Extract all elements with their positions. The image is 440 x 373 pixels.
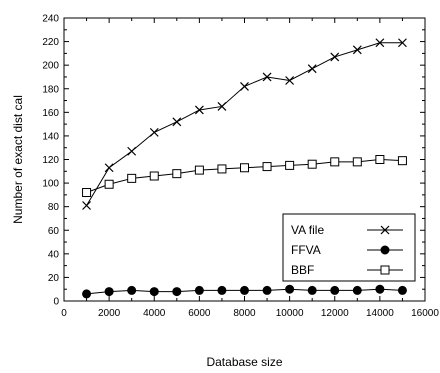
data-point <box>262 285 272 295</box>
x-tick-label: 8000 <box>233 308 256 319</box>
legend-marker <box>380 225 390 235</box>
data-point <box>104 163 114 173</box>
y-tick-label: 40 <box>48 249 60 260</box>
data-point <box>217 164 227 174</box>
data-point <box>375 155 385 164</box>
data-point <box>82 289 92 299</box>
data-point <box>172 117 182 127</box>
data-point <box>217 285 227 295</box>
legend-marker <box>380 265 390 275</box>
data-point <box>240 163 249 173</box>
legend: VA file FFVA BBF <box>282 213 416 282</box>
data-point <box>240 81 249 91</box>
data-point <box>375 38 385 48</box>
data-point <box>194 165 204 175</box>
data-point <box>217 102 227 111</box>
x-tick-label: 4000 <box>143 308 166 319</box>
data-point <box>149 287 159 297</box>
x-tick-label: 0 <box>61 308 67 319</box>
y-tick-label: 240 <box>42 14 59 25</box>
data-point <box>172 169 182 179</box>
y-axis-label: Number of exact dist cal <box>11 95 25 224</box>
y-tick-label: 160 <box>42 108 59 119</box>
x-tick-label: 10000 <box>276 308 304 319</box>
data-point <box>149 171 159 181</box>
x-tick-label: 2000 <box>98 308 121 319</box>
data-point <box>127 146 137 156</box>
legend-label: VA file <box>291 223 324 237</box>
data-point <box>397 156 407 166</box>
y-tick-label: 20 <box>48 273 60 284</box>
y-tick-label: 80 <box>48 202 60 213</box>
legend-label: FFVA <box>291 243 321 257</box>
data-point <box>104 179 114 189</box>
y-tick-label: 100 <box>42 179 59 190</box>
data-point <box>307 159 317 169</box>
data-point <box>398 38 407 48</box>
data-point <box>172 287 182 297</box>
data-point <box>285 160 295 170</box>
x-tick-label: 6000 <box>188 308 211 319</box>
y-tick-label: 0 <box>53 297 59 308</box>
data-point <box>194 105 204 115</box>
y-tick-label: 120 <box>42 155 59 166</box>
data-point <box>330 52 340 62</box>
data-point <box>149 127 159 137</box>
x-tick-label: 16000 <box>411 308 439 319</box>
data-point <box>127 285 137 295</box>
data-point <box>285 284 295 294</box>
data-point <box>330 157 340 167</box>
axis-ticks: 0 2000 4000 6000 8000 10000 12000 14000 16000 0 20… <box>42 14 439 320</box>
data-point <box>375 284 385 294</box>
data-point <box>307 285 317 295</box>
data-point <box>352 45 362 55</box>
series-2 <box>82 155 407 198</box>
y-tick-label: 200 <box>42 61 59 72</box>
data-point <box>262 72 272 82</box>
data-point <box>82 188 92 198</box>
data-point <box>104 287 114 297</box>
data-point <box>240 285 249 295</box>
y-tick-label: 180 <box>42 84 59 95</box>
series-0 <box>82 38 407 210</box>
data-point <box>262 162 272 172</box>
y-tick-label: 140 <box>42 131 59 142</box>
x-tick-label: 12000 <box>321 308 349 319</box>
data-point <box>82 201 91 210</box>
data-point <box>307 64 317 74</box>
series-1 <box>82 284 407 299</box>
data-point <box>285 76 295 85</box>
data-point <box>352 157 362 167</box>
legend-label: BBF <box>291 263 314 277</box>
legend-marker <box>380 245 390 255</box>
y-tick-label: 60 <box>48 226 60 237</box>
data-point <box>352 285 362 295</box>
x-tick-label: 14000 <box>366 308 394 319</box>
data-point <box>194 285 204 295</box>
data-point <box>397 285 407 295</box>
y-tick-label: 220 <box>42 37 59 48</box>
data-point <box>330 285 340 295</box>
x-axis-label: Database size <box>206 355 282 369</box>
series-layer <box>82 38 407 299</box>
data-point <box>127 173 137 183</box>
